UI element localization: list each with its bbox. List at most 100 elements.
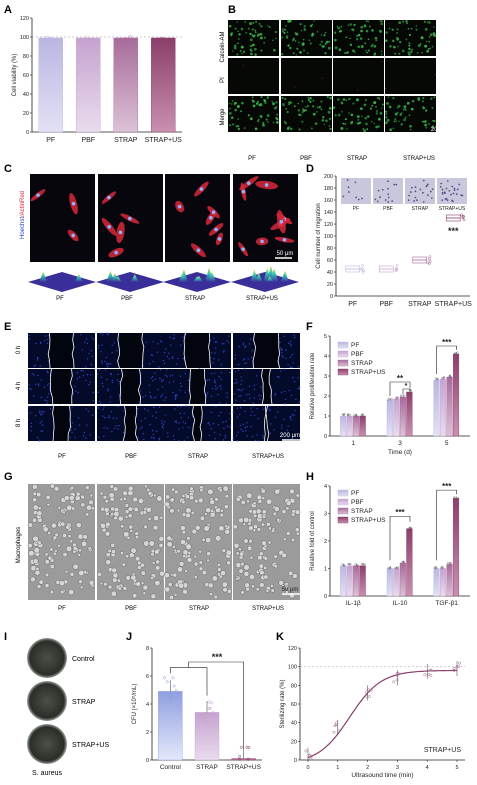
wound-nucleus bbox=[215, 388, 217, 390]
macrophage-cell bbox=[251, 509, 257, 515]
wound-nucleus bbox=[219, 434, 221, 436]
macrophage-cell bbox=[78, 548, 82, 553]
wound-nucleus bbox=[257, 440, 260, 442]
wound-nucleus bbox=[167, 432, 169, 434]
wound-nucleus bbox=[44, 335, 47, 337]
wound-nucleus bbox=[214, 347, 217, 349]
wound-nucleus bbox=[97, 407, 99, 410]
wound-nucleus bbox=[91, 414, 94, 416]
chart-j-point bbox=[238, 757, 242, 761]
migration-cell bbox=[445, 187, 448, 190]
live-cell-dot bbox=[432, 26, 435, 28]
wound-nucleus bbox=[154, 378, 156, 381]
wound-nucleus bbox=[162, 427, 164, 429]
live-cell-dot bbox=[371, 29, 374, 32]
wound-nucleus bbox=[246, 422, 248, 424]
nucleus bbox=[217, 237, 222, 241]
macrophage-cell bbox=[209, 499, 215, 505]
chart-a-point bbox=[124, 37, 129, 41]
macrophage-cell bbox=[30, 565, 37, 572]
live-cell-dot bbox=[367, 20, 370, 23]
live-cell-dot bbox=[357, 45, 360, 48]
wound-nucleus bbox=[253, 397, 256, 399]
wound-nucleus bbox=[292, 362, 294, 364]
macrophage-cell bbox=[267, 526, 272, 531]
wound-nucleus bbox=[276, 375, 279, 378]
wound-nucleus bbox=[244, 346, 246, 348]
chart-h-point bbox=[347, 563, 350, 566]
chart-k-ytick-label: 20 bbox=[291, 739, 297, 745]
wound-nucleus bbox=[214, 385, 217, 387]
macrophage-cell bbox=[201, 570, 207, 576]
live-cell-dot bbox=[381, 103, 384, 106]
live-cell-dot bbox=[346, 128, 348, 130]
macrophage-cell bbox=[225, 549, 232, 556]
live-cell-dot bbox=[408, 33, 412, 37]
wound-nucleus bbox=[287, 425, 289, 428]
nucleus bbox=[241, 247, 245, 251]
macrophage-cell bbox=[263, 556, 268, 561]
chart-f-legend-label-1: PBF bbox=[351, 351, 364, 358]
wound-nucleus bbox=[106, 378, 108, 381]
wound-nucleus bbox=[32, 395, 35, 397]
live-cell-dot bbox=[394, 52, 397, 55]
live-cell-dot bbox=[409, 124, 412, 128]
macrophage-cell bbox=[146, 506, 152, 513]
wound-nucleus bbox=[226, 425, 229, 428]
live-cell-dot bbox=[321, 119, 325, 122]
macrophage-cell bbox=[164, 501, 170, 508]
wound-nucleus bbox=[223, 342, 225, 345]
live-cell-dot bbox=[263, 99, 265, 101]
live-cell-dot bbox=[237, 127, 241, 131]
chart-f-legend-swatch-1 bbox=[337, 350, 349, 358]
wound-nucleus bbox=[244, 358, 246, 360]
macrophage-cell bbox=[37, 540, 42, 545]
live-cell-dot bbox=[320, 40, 324, 44]
wound-nucleus bbox=[106, 427, 108, 429]
wound-nucleus bbox=[180, 344, 182, 346]
wound-nucleus bbox=[240, 383, 242, 386]
live-cell-dot bbox=[388, 27, 391, 30]
wound-nucleus bbox=[86, 373, 89, 376]
live-cell-dot bbox=[274, 30, 277, 34]
chart-j-ytick-label: 2 bbox=[146, 730, 149, 736]
wound-edge-right bbox=[69, 368, 74, 405]
wound-nucleus bbox=[287, 364, 289, 366]
macrophage-cell bbox=[248, 538, 253, 544]
chart-k-xtick-label: 1 bbox=[336, 765, 339, 771]
wound-nucleus bbox=[40, 396, 42, 399]
live-cell-dot bbox=[357, 33, 361, 37]
wound-nucleus bbox=[78, 424, 81, 426]
wound-nucleus bbox=[214, 379, 216, 382]
macrophage-images-g bbox=[27, 483, 301, 600]
wound-nucleus bbox=[295, 398, 297, 401]
chart-d-ytick-label: 20 bbox=[327, 282, 333, 288]
scalebar-e-label: 200 μm bbox=[280, 433, 300, 439]
live-cell-dot bbox=[287, 44, 290, 47]
wound-nucleus bbox=[111, 430, 113, 433]
wound-nucleus bbox=[41, 413, 43, 415]
wound-nucleus bbox=[116, 350, 118, 352]
migration-cell bbox=[441, 199, 444, 202]
wound-nucleus bbox=[238, 389, 241, 391]
chart-f-bar-1-0 bbox=[386, 399, 393, 437]
live-cell-dot bbox=[389, 128, 393, 132]
wound-nucleus bbox=[234, 354, 236, 357]
macrophage-cell bbox=[243, 538, 249, 544]
wound-nucleus bbox=[101, 382, 103, 385]
wound-nucleus bbox=[91, 355, 93, 357]
chart-k-annotation: STRAP+US bbox=[424, 747, 461, 754]
wound-nucleus bbox=[290, 418, 292, 421]
chart-j-xtick-label: STRAP+US bbox=[226, 764, 261, 771]
macrophage-cell bbox=[159, 515, 164, 520]
chart-k-xtick-label: 4 bbox=[426, 765, 429, 771]
live-cell-dot bbox=[406, 22, 408, 25]
chart-f-bracket bbox=[402, 388, 411, 394]
live-cell-dot bbox=[431, 106, 434, 109]
live-cell-dot bbox=[385, 31, 388, 34]
wound-nucleus bbox=[171, 374, 174, 376]
wound-nucleus bbox=[77, 417, 80, 419]
wound-nucleus bbox=[107, 334, 109, 336]
macrophage-cell bbox=[64, 569, 69, 574]
